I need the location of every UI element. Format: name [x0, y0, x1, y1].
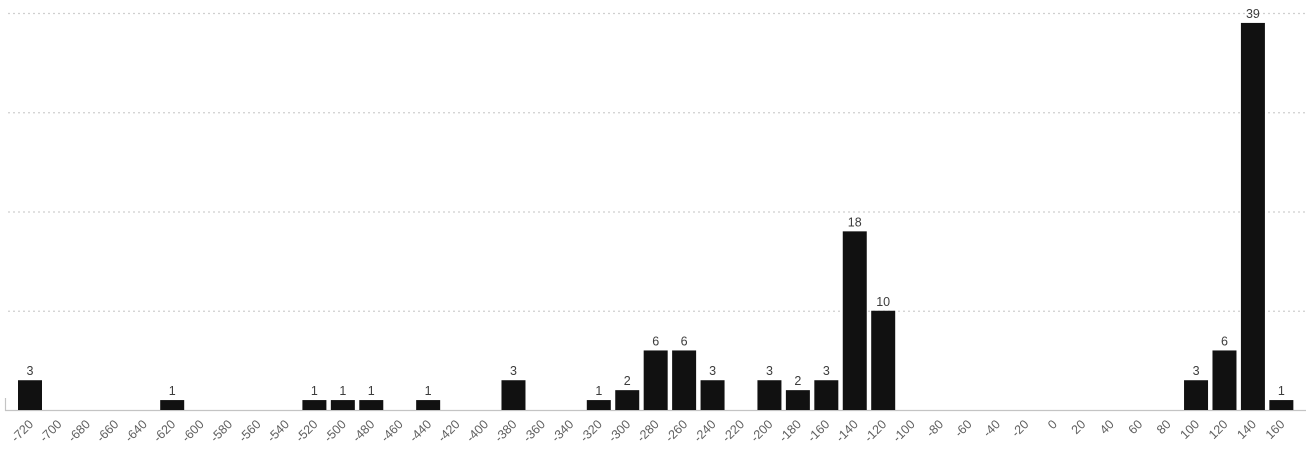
bar-value-label: 3: [27, 364, 34, 378]
bar: [302, 400, 327, 410]
bar: [501, 380, 526, 410]
bar-value-label: 1: [595, 384, 602, 398]
x-tick-label: -560: [236, 417, 264, 445]
bar-value-label: 6: [681, 334, 688, 348]
x-tick-label: -360: [520, 417, 548, 445]
bar: [785, 390, 810, 410]
x-tick-label: -240: [691, 417, 719, 445]
bar-value-label: 39: [1246, 7, 1260, 21]
bar: [700, 380, 725, 410]
x-tick-label: -220: [720, 417, 748, 445]
bar: [1184, 380, 1209, 410]
x-tick-label: -320: [577, 417, 605, 445]
bar: [160, 400, 185, 410]
x-tick-label: -620: [151, 417, 179, 445]
bar: [1269, 400, 1294, 410]
x-tick-label: -200: [748, 417, 776, 445]
bar-value-label: 6: [652, 334, 659, 348]
x-tick-label: -580: [208, 417, 236, 445]
bar-value-label: 3: [1193, 364, 1200, 378]
bar: [643, 350, 668, 410]
bar-value-label: 1: [368, 384, 375, 398]
x-tick-label: -700: [37, 417, 65, 445]
x-tick-label: -160: [805, 417, 833, 445]
bar: [1212, 350, 1237, 410]
bar-value-label: 1: [169, 384, 176, 398]
bar: [586, 400, 611, 410]
x-tick-label: -400: [464, 417, 492, 445]
x-tick-label: -300: [606, 417, 634, 445]
x-tick-label: 60: [1126, 417, 1146, 437]
bar-value-label: 3: [709, 364, 716, 378]
x-tick-label: -500: [321, 417, 349, 445]
bar: [757, 380, 782, 410]
x-tick-label: -540: [264, 417, 292, 445]
bar: [814, 380, 839, 410]
bar: [615, 390, 640, 410]
x-tick-label: -260: [663, 417, 691, 445]
x-tick-label: -100: [890, 417, 918, 445]
x-tick-label: -440: [407, 417, 435, 445]
bar-value-label: 3: [823, 364, 830, 378]
bar-value-label: 1: [425, 384, 432, 398]
x-tick-label: -680: [65, 417, 93, 445]
bar-value-label: 3: [766, 364, 773, 378]
x-tick-label: 140: [1234, 417, 1259, 442]
x-tick-label: 80: [1154, 417, 1174, 437]
x-tick-label: -60: [952, 417, 975, 440]
bar-value-label: 2: [624, 374, 631, 388]
bar: [871, 310, 896, 410]
bar: [416, 400, 441, 410]
x-tick-label: -420: [435, 417, 463, 445]
bar-value-label: 1: [311, 384, 318, 398]
bar: [672, 350, 697, 410]
bar: [1240, 22, 1265, 411]
x-tick-label: -720: [9, 417, 37, 445]
x-tick-label: -460: [378, 417, 406, 445]
x-tick-label: -520: [293, 417, 321, 445]
bar: [18, 380, 42, 410]
x-tick-label: 160: [1263, 417, 1288, 442]
bar-value-label: 3: [510, 364, 517, 378]
x-tick-label: -20: [1009, 417, 1032, 440]
bar-value-label: 6: [1221, 334, 1228, 348]
x-tick-label: 0: [1045, 417, 1060, 432]
x-tick-label: -80: [924, 417, 947, 440]
bar: [359, 400, 384, 410]
x-tick-label: -660: [94, 417, 122, 445]
x-tick-label: -140: [833, 417, 861, 445]
bar-value-label: 10: [876, 295, 890, 309]
x-tick-label: -180: [776, 417, 804, 445]
bar-value-label: 1: [1278, 384, 1285, 398]
bar: [842, 231, 867, 410]
x-tick-label: -280: [634, 417, 662, 445]
x-tick-label: 120: [1206, 417, 1231, 442]
x-tick-label: -640: [122, 417, 150, 445]
x-tick-label: -340: [549, 417, 577, 445]
x-tick-label: -600: [179, 417, 207, 445]
bar-value-label: 2: [794, 374, 801, 388]
bar-value-label: 18: [848, 215, 862, 229]
x-tick-label: -40: [980, 417, 1003, 440]
x-tick-label: 20: [1069, 417, 1089, 437]
x-tick-label: 100: [1178, 417, 1203, 442]
x-tick-label: 40: [1097, 417, 1117, 437]
x-tick-label: -380: [492, 417, 520, 445]
bar-value-label: 1: [339, 384, 346, 398]
bar: [330, 400, 355, 410]
x-tick-label: -120: [862, 417, 890, 445]
x-tick-label: -480: [350, 417, 378, 445]
